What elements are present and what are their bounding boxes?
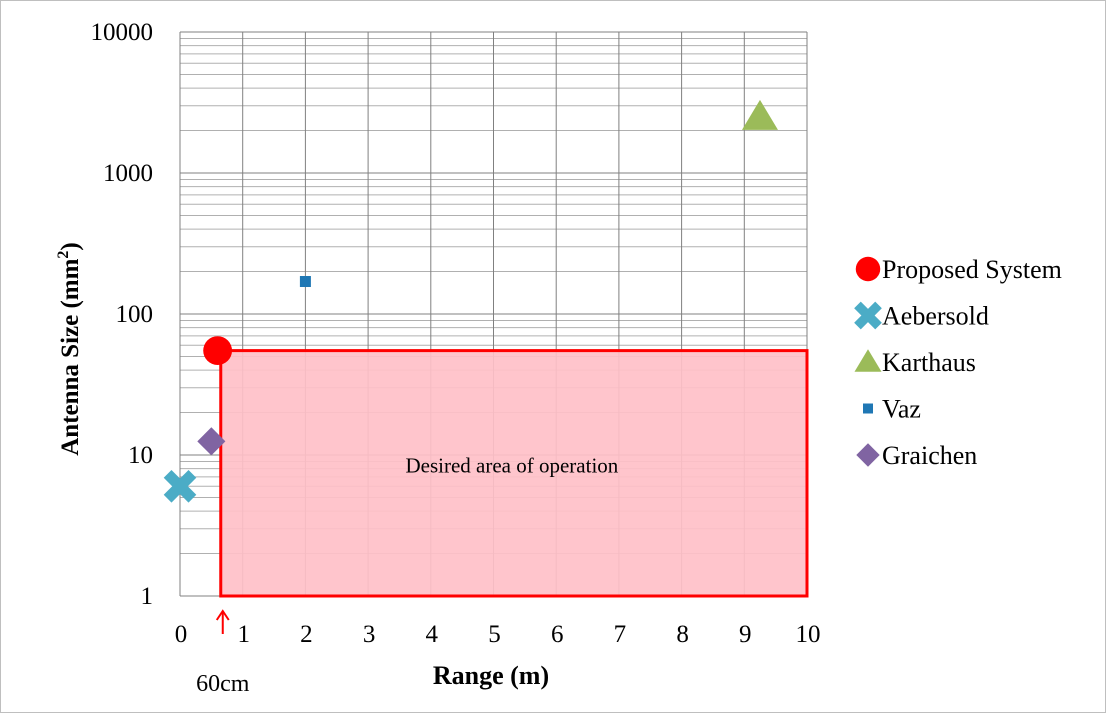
point-graichen	[197, 427, 226, 456]
x-tick-label: 0	[175, 621, 188, 648]
y-tick-label: 10000	[91, 19, 154, 46]
x-tick-label: 6	[551, 621, 564, 648]
y-axis-label-superscript: 2	[55, 251, 72, 259]
data-points	[163, 99, 778, 503]
desired-area-label: Desired area of operation	[405, 454, 618, 478]
desired-area-region	[219, 349, 809, 598]
legend-marker-graichen	[856, 443, 880, 467]
point-proposed-system	[203, 336, 233, 366]
x-tick-label: 5	[488, 621, 501, 648]
point-aebersold	[163, 469, 197, 503]
y-tick-label: 100	[116, 301, 154, 328]
y-tick-label: 1000	[103, 160, 153, 187]
point-karthaus	[741, 99, 778, 130]
x-tick-labels: 0 1 2 3 4 5 6 7 8 9 10	[175, 621, 821, 648]
y-axis-label-main: Antenna Size (mm	[57, 258, 84, 455]
range-annotation: 60cm	[196, 609, 250, 697]
x-tick-label: 3	[363, 621, 376, 648]
x-axis-label: Range (m)	[433, 661, 549, 690]
legend-label: Karthaus	[882, 348, 976, 377]
annotation-arrow-head	[215, 609, 230, 621]
legend: Proposed System Aebersold Karthaus Vaz Graic…	[854, 255, 1062, 470]
y-tick-label: 1	[141, 583, 154, 610]
y-tick-labels: 1 10 100 1000 10000	[91, 19, 154, 610]
legend-marker-karthaus	[854, 349, 882, 372]
x-tick-label: 10	[796, 621, 821, 648]
x-tick-label: 7	[614, 621, 627, 648]
y-axis-label-close: )	[57, 242, 84, 250]
x-tick-label: 8	[676, 621, 689, 648]
legend-marker-vaz	[863, 403, 873, 414]
y-axis-label: Antenna Size (mm2)	[55, 242, 84, 456]
desired-area-layer: Desired area of operation	[219, 349, 809, 598]
y-tick-label: 10	[128, 442, 153, 469]
x-tick-label: 9	[739, 621, 752, 648]
annotation-label: 60cm	[196, 671, 250, 697]
legend-marker-proposed-system	[855, 256, 881, 282]
x-tick-label: 2	[300, 621, 313, 648]
legend-label: Proposed System	[882, 255, 1062, 284]
x-tick-label: 1	[237, 621, 250, 648]
legend-label: Vaz	[882, 395, 921, 424]
x-tick-label: 4	[426, 621, 439, 648]
legend-label: Aebersold	[882, 302, 989, 331]
point-vaz	[299, 276, 311, 288]
legend-label: Graichen	[882, 441, 977, 470]
legend-marker-aebersold	[854, 301, 882, 330]
